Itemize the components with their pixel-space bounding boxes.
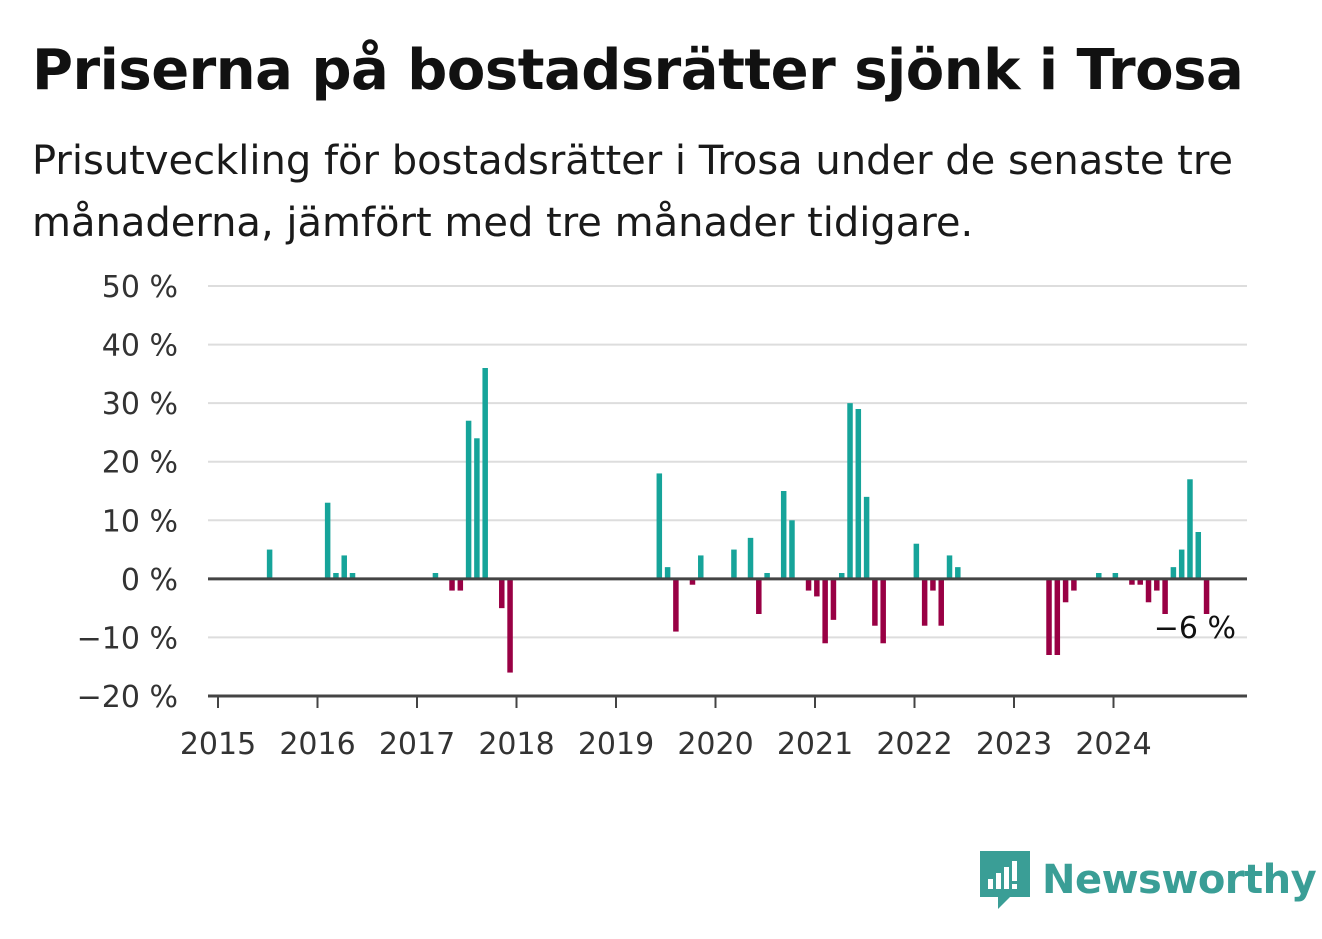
bar — [1187, 479, 1193, 579]
y-tick-label: −10 % — [77, 621, 178, 656]
bar — [465, 420, 472, 579]
newsworthy-logo: Newsworthy — [980, 850, 1317, 910]
bar — [855, 409, 862, 579]
bar — [1054, 578, 1061, 655]
bar — [1170, 567, 1177, 579]
bar — [449, 578, 455, 591]
bar — [814, 578, 820, 597]
bar — [1154, 578, 1160, 591]
bar — [1137, 578, 1143, 585]
bar — [656, 473, 663, 579]
bar — [764, 573, 770, 579]
bar — [673, 578, 679, 632]
bar — [830, 578, 837, 620]
x-tick-label: 2019 — [578, 727, 654, 762]
chart-subtitle: Prisutveckling för bostadsrätter i Trosa… — [32, 138, 1233, 246]
x-tick-label: 2024 — [1075, 727, 1151, 762]
bar — [482, 368, 488, 579]
bar — [1203, 578, 1210, 614]
y-tick-label: 30 % — [102, 387, 178, 422]
bar — [946, 555, 953, 579]
bar — [930, 578, 936, 591]
y-tick-label: 10 % — [102, 504, 178, 539]
x-tick-label: 2015 — [180, 727, 256, 762]
bar — [747, 537, 754, 579]
x-tick-label: 2017 — [379, 727, 455, 762]
bar — [266, 549, 273, 579]
y-tick-label: 0 % — [121, 563, 178, 598]
bar — [664, 567, 671, 579]
bar — [880, 578, 886, 644]
bar — [507, 578, 513, 673]
bar — [1112, 573, 1119, 579]
bar — [847, 403, 853, 579]
bars — [266, 368, 1210, 673]
y-tick-label: 40 % — [102, 329, 178, 364]
bar — [938, 578, 944, 626]
newsworthy-logo-icon — [980, 851, 1030, 909]
bar — [1046, 578, 1052, 655]
bar — [1062, 578, 1069, 603]
bar — [955, 567, 961, 579]
bar — [921, 578, 928, 626]
y-tick-label: 20 % — [102, 446, 178, 481]
bar — [1145, 578, 1152, 603]
bar — [1162, 578, 1168, 614]
brand-name: Newsworthy — [1042, 857, 1317, 903]
tick-labels: −20 % −10 % 0 % 10 % 20 % 30 % 40 % 50 % 2015 201… — [77, 270, 1236, 762]
y-tick-label: −20 % — [77, 680, 178, 715]
x-tick-label: 2018 — [478, 727, 554, 762]
bar — [499, 578, 505, 609]
bar — [822, 578, 828, 644]
end-value-label: −6 % — [1154, 611, 1236, 646]
x-tick-label: 2022 — [876, 727, 952, 762]
x-tick-label: 2023 — [976, 727, 1052, 762]
bar — [1195, 532, 1202, 579]
bar — [474, 438, 480, 579]
bar — [341, 555, 347, 579]
bar — [432, 573, 439, 579]
bar — [872, 578, 878, 626]
bar — [457, 578, 464, 591]
bar — [756, 578, 762, 614]
bar — [780, 491, 787, 579]
y-tick-label: 50 % — [102, 270, 178, 305]
bar — [324, 502, 331, 579]
bar — [838, 573, 845, 579]
bar — [863, 496, 870, 579]
bar — [789, 520, 795, 579]
bar — [698, 555, 704, 579]
grid-lines — [208, 285, 1247, 639]
bar — [1178, 549, 1185, 579]
chart-title: Priserna på bostadsrätter sjönk i Trosa — [32, 38, 1244, 103]
bar — [1129, 578, 1135, 585]
axes — [208, 577, 1247, 708]
bar — [689, 578, 696, 585]
bar — [805, 578, 812, 591]
bar — [333, 573, 339, 579]
x-tick-label: 2016 — [279, 727, 355, 762]
bar — [913, 543, 920, 579]
bar — [1071, 578, 1077, 591]
x-tick-label: 2020 — [677, 727, 753, 762]
bar — [1096, 573, 1102, 579]
bar — [349, 573, 356, 579]
x-tick-label: 2021 — [777, 727, 853, 762]
bar — [731, 549, 737, 579]
